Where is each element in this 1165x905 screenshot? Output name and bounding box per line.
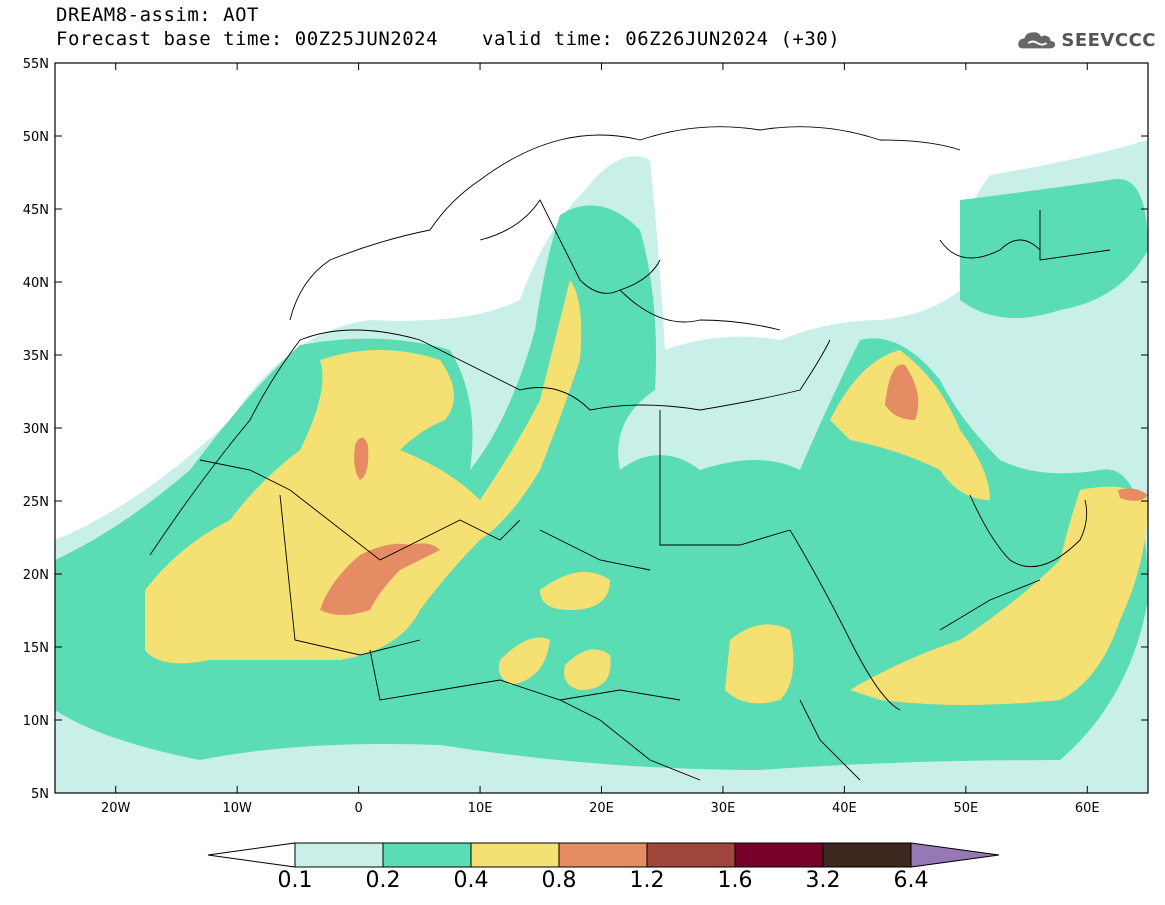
lon-tick-label: 10W xyxy=(222,801,252,816)
lat-tick-label: 40N xyxy=(23,276,49,291)
lat-tick-label: 25N xyxy=(23,495,49,510)
lat-tick-label: 50N xyxy=(23,130,49,145)
colorbar-level-label: 0.2 xyxy=(365,868,401,893)
lat-tick-label: 30N xyxy=(23,422,49,437)
lon-tick-label: 40E xyxy=(832,801,857,816)
lon-tick-label: 30E xyxy=(711,801,736,816)
lon-tick-label: 20W xyxy=(101,801,131,816)
lat-tick-label: 10N xyxy=(23,714,49,729)
colorbar-swatch xyxy=(382,842,472,868)
latitude-axis: 55N 50N 45N 40N 35N 30N 25N 20N 15N 10N 5N xyxy=(23,57,1148,802)
lat-tick-label: 55N xyxy=(23,57,49,72)
colorbar-swatch xyxy=(558,842,648,868)
colorbar-high-arrow xyxy=(910,842,1000,868)
colorbar xyxy=(207,842,1000,868)
lon-tick-label: 10E xyxy=(468,801,493,816)
colorbar-low-arrow xyxy=(207,842,296,868)
colorbar-swatch xyxy=(470,842,560,868)
seevccc-logo: SEEVCCC xyxy=(1016,22,1156,58)
aot-field-0.8 xyxy=(320,364,1148,615)
colorbar-swatch xyxy=(734,842,824,868)
forecast-base-time: Forecast base time: 00Z25JUN2024 xyxy=(56,28,439,50)
lon-tick-label: 60E xyxy=(1075,801,1100,816)
lon-tick-label: 20E xyxy=(589,801,614,816)
colorbar-level-label: 0.4 xyxy=(453,868,489,893)
logo-text: SEEVCCC xyxy=(1061,29,1156,51)
colorbar-swatch xyxy=(294,842,384,868)
cloud-icon xyxy=(1018,32,1056,49)
colorbar-level-label: 0.1 xyxy=(277,868,313,893)
colorbar-swatch xyxy=(822,842,912,868)
colorbar-swatch xyxy=(646,842,736,868)
lat-tick-label: 5N xyxy=(31,787,49,802)
valid-time: valid time: 06Z26JUN2024 (+30) xyxy=(482,28,841,50)
lat-tick-label: 15N xyxy=(23,641,49,656)
lon-tick-label: 50E xyxy=(953,801,978,816)
colorbar-level-label: 1.2 xyxy=(629,868,665,893)
map-title: DREAM8-assim: AOT xyxy=(56,4,259,26)
country-borders xyxy=(149,126,1111,781)
colorbar-level-label: 1.6 xyxy=(717,868,753,893)
colorbar-level-label: 3.2 xyxy=(805,868,841,893)
lat-tick-label: 45N xyxy=(23,203,49,218)
lat-tick-label: 20N xyxy=(23,568,49,583)
colorbar-level-label: 0.8 xyxy=(541,868,577,893)
colorbar-level-label: 6.4 xyxy=(893,868,929,893)
longitude-axis: 20W 10W 0 10E 20E 30E 40E 50E 60E xyxy=(101,63,1100,816)
lon-tick-label: 0 xyxy=(354,801,362,816)
lat-tick-label: 35N xyxy=(23,349,49,364)
